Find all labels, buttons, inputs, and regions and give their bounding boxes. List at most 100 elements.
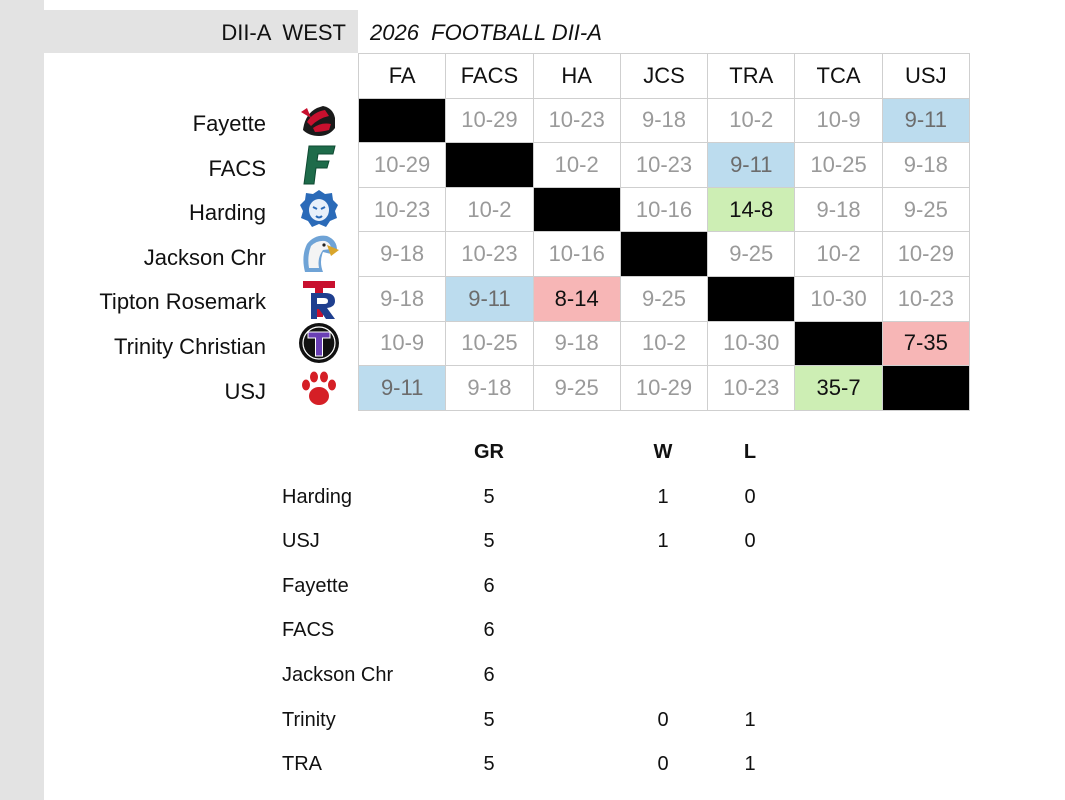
column-header-usj[interactable]: USJ [882, 54, 970, 99]
standings-team[interactable]: Fayette [282, 574, 349, 597]
team-name-facs[interactable]: FACS [208, 155, 266, 181]
standings-w[interactable]: 1 [657, 485, 669, 508]
game-date-cell[interactable]: 9-25 [882, 187, 970, 233]
letter-f-icon[interactable] [294, 143, 344, 188]
standings-team[interactable]: Jackson Chr [282, 663, 394, 686]
game-date-cell[interactable]: 10-30 [795, 276, 883, 322]
game-date-cell[interactable]: 10-2 [533, 143, 621, 188]
blocked-cell[interactable] [708, 276, 796, 322]
column-header-jcs[interactable]: JCS [620, 54, 709, 99]
standings-gr[interactable]: 5 [483, 708, 495, 731]
standings-l[interactable]: 0 [744, 530, 756, 553]
standings-gr[interactable]: 6 [483, 619, 495, 642]
standings-row: Harding 5 1 0 [0, 475, 1065, 520]
column-header-ha[interactable]: HA [533, 54, 621, 99]
game-date-cell[interactable]: 35-7 [795, 366, 883, 411]
game-date-cell[interactable]: 10-16 [620, 187, 709, 233]
game-date-cell[interactable]: 9-11 [446, 276, 534, 322]
grid-row: 10-9 10-25 9-18 10-2 10-30 7-35 [359, 321, 970, 367]
game-date-cell[interactable]: 10-23 [533, 98, 621, 144]
blocked-cell[interactable] [620, 232, 709, 277]
standings-header-gr[interactable]: GR [474, 441, 504, 463]
game-date-cell[interactable]: 9-11 [708, 143, 796, 188]
standings-w[interactable]: 0 [657, 753, 669, 776]
standings-gr[interactable]: 6 [483, 663, 495, 686]
game-date-cell[interactable]: 10-2 [795, 232, 883, 277]
blocked-cell[interactable] [446, 143, 534, 188]
game-date-cell[interactable]: 10-2 [708, 98, 796, 144]
standings-team[interactable]: USJ [282, 530, 320, 553]
game-date-cell[interactable]: 7-35 [882, 321, 970, 367]
grid-row: 9-11 9-18 9-25 10-29 10-23 35-7 [359, 366, 970, 411]
game-date-cell[interactable]: 9-18 [359, 276, 447, 322]
standings-w[interactable]: 1 [657, 530, 669, 553]
standings-l[interactable]: 1 [744, 753, 756, 776]
standings-gr[interactable]: 5 [483, 485, 495, 508]
game-date-cell[interactable]: 10-29 [620, 366, 709, 411]
game-date-cell[interactable]: 10-9 [359, 321, 447, 367]
game-date-cell[interactable]: 10-29 [446, 98, 534, 144]
game-date-cell[interactable]: 9-18 [359, 232, 447, 277]
standings-team[interactable]: Trinity [282, 708, 336, 731]
team-name-tipton-rosemark[interactable]: Tipton Rosemark [99, 289, 266, 315]
team-name-jackson-chr[interactable]: Jackson Chr [143, 244, 266, 270]
game-date-cell[interactable]: 10-29 [882, 232, 970, 277]
standings-team[interactable]: TRA [282, 753, 322, 776]
game-date-cell[interactable]: 8-14 [533, 276, 621, 322]
game-date-cell[interactable]: 14-8 [708, 187, 796, 233]
standings-gr[interactable]: 6 [483, 574, 495, 597]
paw-print-icon[interactable] [294, 366, 344, 411]
game-date-cell[interactable]: 10-23 [882, 276, 970, 322]
game-date-cell[interactable]: 10-2 [620, 321, 709, 367]
game-date-cell[interactable]: 10-23 [446, 232, 534, 277]
standings-team[interactable]: Harding [282, 485, 353, 508]
game-date-cell[interactable]: 9-18 [795, 187, 883, 233]
column-header-facs[interactable]: FACS [446, 54, 534, 99]
game-date-cell[interactable]: 9-18 [446, 366, 534, 411]
standings-header-l[interactable]: L [743, 441, 757, 463]
standings-w[interactable]: 0 [657, 708, 669, 731]
game-date-cell[interactable]: 9-11 [882, 98, 970, 144]
viking-head-icon[interactable] [294, 98, 344, 143]
standings-gr[interactable]: 5 [483, 530, 495, 553]
letter-t-circle-icon[interactable] [294, 321, 344, 366]
standings-l[interactable]: 0 [744, 485, 756, 508]
blocked-cell[interactable] [533, 187, 621, 233]
game-date-cell[interactable]: 10-25 [446, 321, 534, 367]
game-date-cell[interactable]: 10-25 [795, 143, 883, 188]
blocked-cell[interactable] [359, 98, 447, 144]
game-date-cell[interactable]: 9-11 [359, 366, 447, 411]
team-name-trinity-christian[interactable]: Trinity Christian [114, 333, 266, 359]
lion-head-icon[interactable] [294, 187, 344, 232]
standings-l[interactable]: 1 [744, 708, 756, 731]
game-date-cell[interactable]: 10-23 [620, 143, 709, 188]
game-date-cell[interactable]: 9-25 [620, 276, 709, 322]
standings-gr[interactable]: 5 [483, 753, 495, 776]
game-date-cell[interactable]: 10-29 [359, 143, 447, 188]
column-header-tra[interactable]: TRA [708, 54, 796, 99]
game-date-cell[interactable]: 9-18 [620, 98, 709, 144]
column-header-fa[interactable]: FA [359, 54, 447, 99]
game-date-cell[interactable]: 10-16 [533, 232, 621, 277]
eagle-head-icon[interactable] [294, 232, 344, 277]
game-date-cell[interactable]: 9-25 [708, 232, 796, 277]
game-date-cell[interactable]: 9-25 [533, 366, 621, 411]
standings-header-w[interactable]: W [653, 441, 673, 463]
tr-monogram-icon[interactable] [294, 276, 344, 321]
game-date-cell[interactable]: 10-23 [708, 366, 796, 411]
game-date-cell[interactable]: 10-9 [795, 98, 883, 144]
game-date-cell[interactable]: 10-30 [708, 321, 796, 367]
blocked-cell[interactable] [882, 366, 970, 411]
game-date-cell[interactable]: 9-18 [533, 321, 621, 367]
game-date-cell[interactable]: 10-2 [446, 187, 534, 233]
team-name-harding[interactable]: Harding [188, 200, 266, 226]
column-header-tca[interactable]: TCA [795, 54, 883, 99]
game-date-cell[interactable]: 10-23 [359, 187, 447, 233]
blocked-cell[interactable] [795, 321, 883, 367]
standings-team[interactable]: FACS [282, 619, 335, 642]
team-name-fayette[interactable]: Fayette [192, 111, 266, 136]
team-name-usj[interactable]: USJ [224, 378, 266, 404]
game-date-cell[interactable]: 9-18 [882, 143, 970, 188]
region-label[interactable]: DII-A WEST [221, 20, 346, 45]
sheet-title[interactable]: 2026 FOOTBALL DII-A [370, 20, 602, 45]
